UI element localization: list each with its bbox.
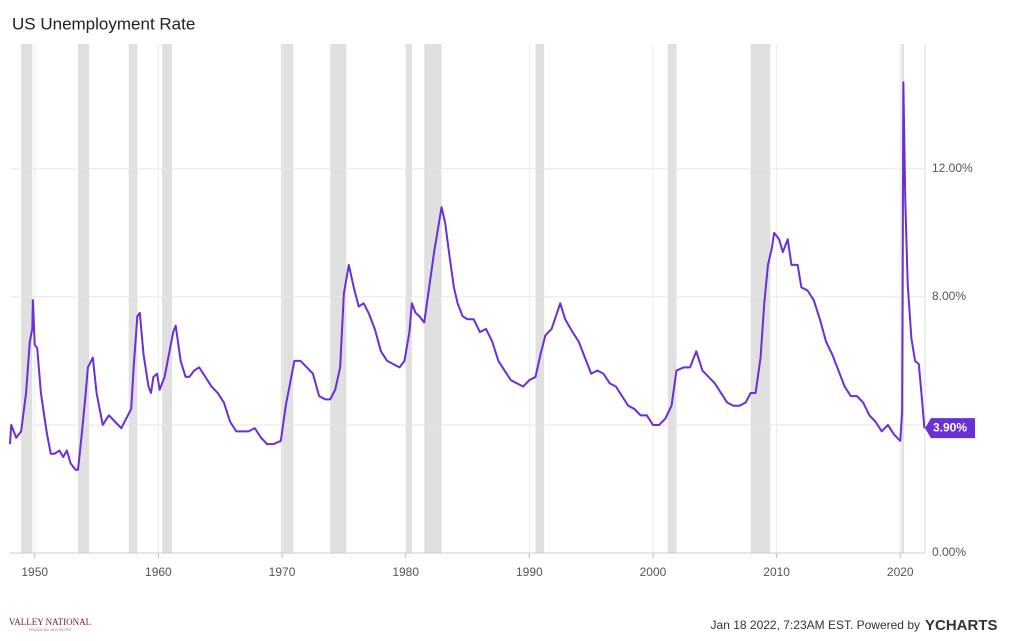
x-tick-label: 1970: [269, 565, 296, 579]
recession-band: [330, 44, 347, 553]
recession-band: [128, 44, 138, 553]
recession-band: [424, 44, 442, 553]
recession-band: [280, 44, 294, 553]
x-tick-label: 2020: [887, 565, 914, 579]
x-tick-label: 1950: [21, 565, 48, 579]
recession-band: [535, 44, 545, 553]
y-tick-label: 8.00%: [932, 289, 966, 303]
y-tick-label: 12.00%: [932, 161, 973, 175]
x-tick-label: 1990: [516, 565, 543, 579]
logo-subtext: FINANCIAL ADVISORS: [29, 627, 72, 632]
recession-band: [162, 44, 172, 553]
logo-text: VALLEY NATIONAL: [9, 617, 91, 627]
footer-timestamp: Jan 18 2022, 7:23AM EST. Powered by: [711, 618, 920, 632]
x-tick-label: 2010: [763, 565, 790, 579]
recession-band: [405, 44, 412, 553]
end-label: 3.90%: [933, 420, 967, 434]
recession-band: [21, 44, 33, 553]
end-label-tag: [925, 418, 975, 439]
footer-brand: YCHARTS: [925, 617, 998, 634]
chart-title: US Unemployment Rate: [12, 14, 195, 33]
recession-band: [667, 44, 677, 553]
series-line: [9, 81, 926, 471]
y-tick-label: 0.00%: [932, 545, 966, 559]
x-tick-label: 1980: [392, 565, 419, 579]
recession-band: [78, 44, 90, 553]
x-tick-label: 1960: [145, 565, 172, 579]
x-tick-label: 2000: [640, 565, 667, 579]
recession-band: [750, 44, 771, 553]
